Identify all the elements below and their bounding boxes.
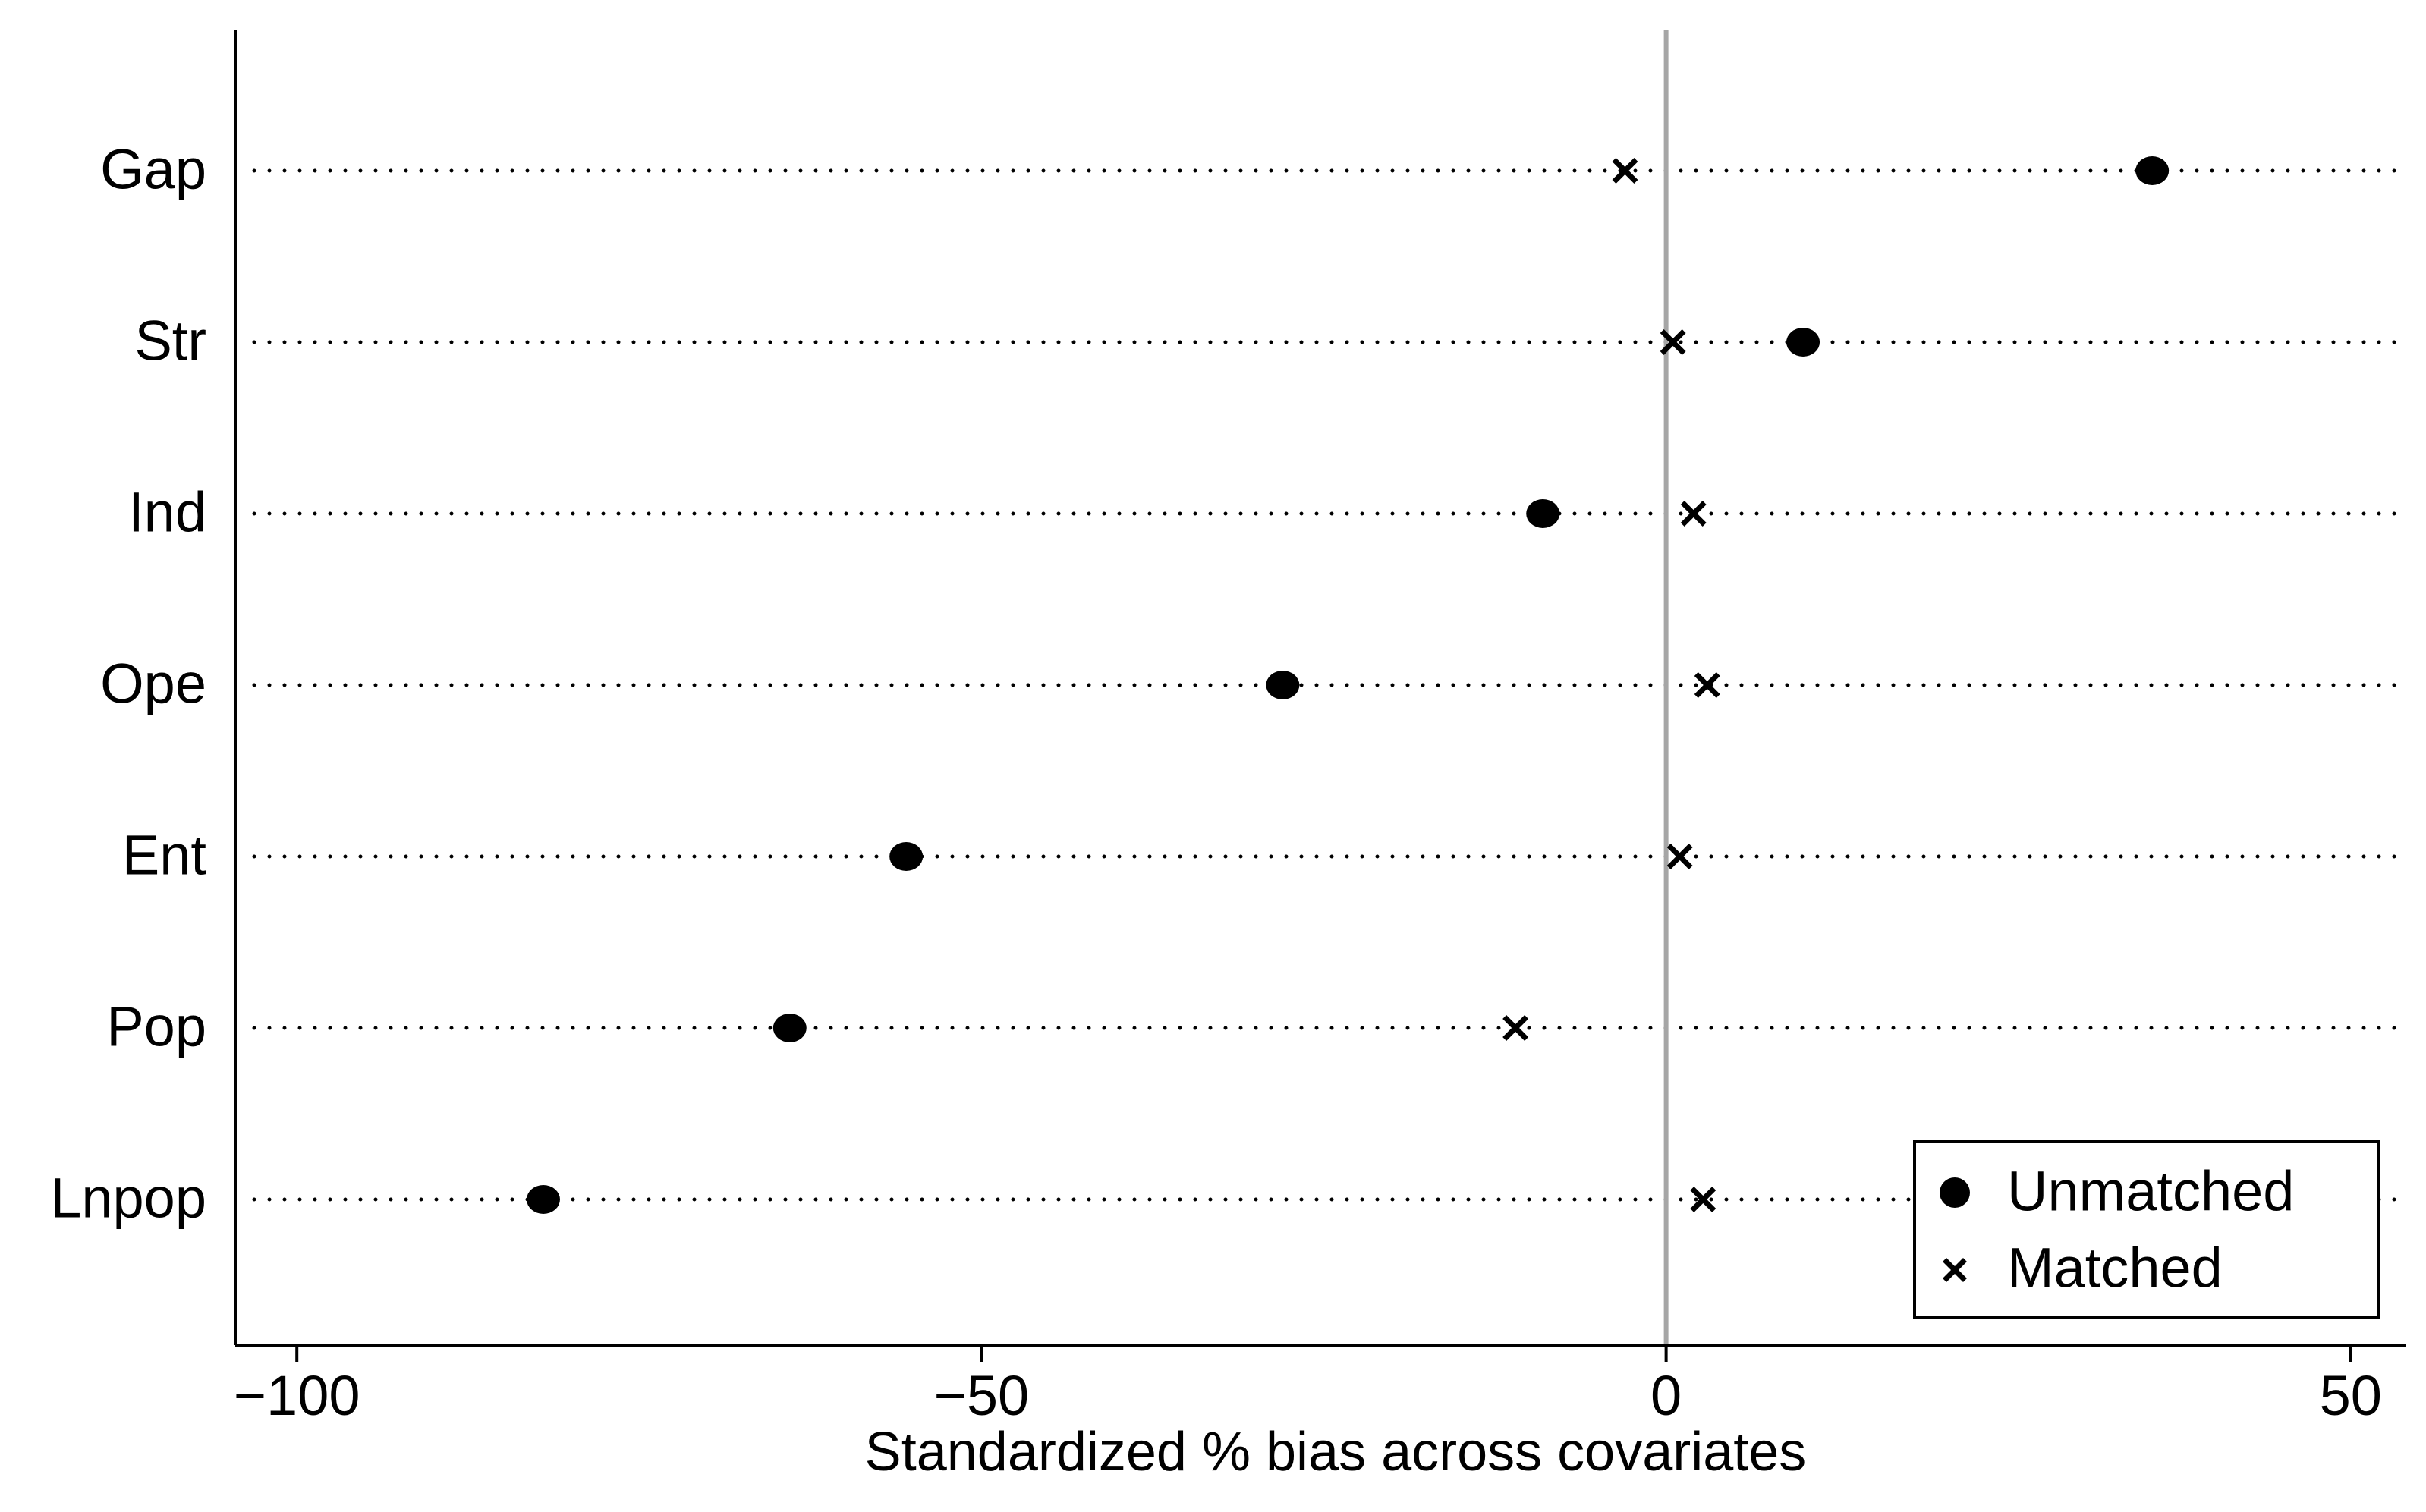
unmatched-point [1786, 328, 1820, 357]
unmatched-point [889, 842, 924, 871]
x-axis-ticks: −100 −50 0 50 [234, 1345, 2382, 1427]
y-tick-label: Gap [100, 138, 206, 201]
y-tick-label: Str [134, 310, 206, 372]
matched-point [1694, 672, 1720, 698]
data-markers [526, 156, 2170, 1214]
matched-point [1502, 1015, 1529, 1041]
unmatched-point [1266, 671, 1300, 699]
matched-point [1660, 329, 1686, 355]
unmatched-point [2135, 156, 2170, 185]
unmatched-point [526, 1185, 560, 1214]
covariate-rows: Gap Str Ind Ope Ent Pop Lnpop [50, 138, 2400, 1230]
legend-cross-mark [1943, 1258, 1967, 1282]
matched-point [1680, 501, 1707, 527]
x-tick-label: −50 [934, 1364, 1030, 1427]
y-tick-label: Lnpop [50, 1167, 206, 1230]
y-tick-label: Ope [100, 652, 206, 715]
legend-box [1913, 1140, 2380, 1319]
x-axis-label: Standardized % bias across covariates [865, 1422, 1807, 1482]
y-tick-label: Pop [106, 995, 206, 1058]
y-tick-label: Ind [128, 481, 206, 544]
y-tick-label: Ent [122, 824, 207, 887]
x-tick-label: −100 [234, 1364, 360, 1427]
unmatched-point [772, 1014, 807, 1042]
matched-point [1690, 1187, 1716, 1212]
matched-point [1612, 158, 1638, 184]
legend-label-matched: Matched [2007, 1237, 2223, 1300]
unmatched-point [1526, 499, 1560, 528]
x-tick-label: 50 [2320, 1364, 2382, 1427]
legend-marker-unmatched [1940, 1177, 1970, 1208]
legend-label-unmatched: Unmatched [2007, 1160, 2294, 1223]
matched-point [1666, 844, 1693, 869]
legend-marker-matched [1943, 1258, 1967, 1282]
x-tick-label: 0 [1650, 1364, 1682, 1427]
legend: Unmatched Matched [1913, 1140, 2380, 1319]
